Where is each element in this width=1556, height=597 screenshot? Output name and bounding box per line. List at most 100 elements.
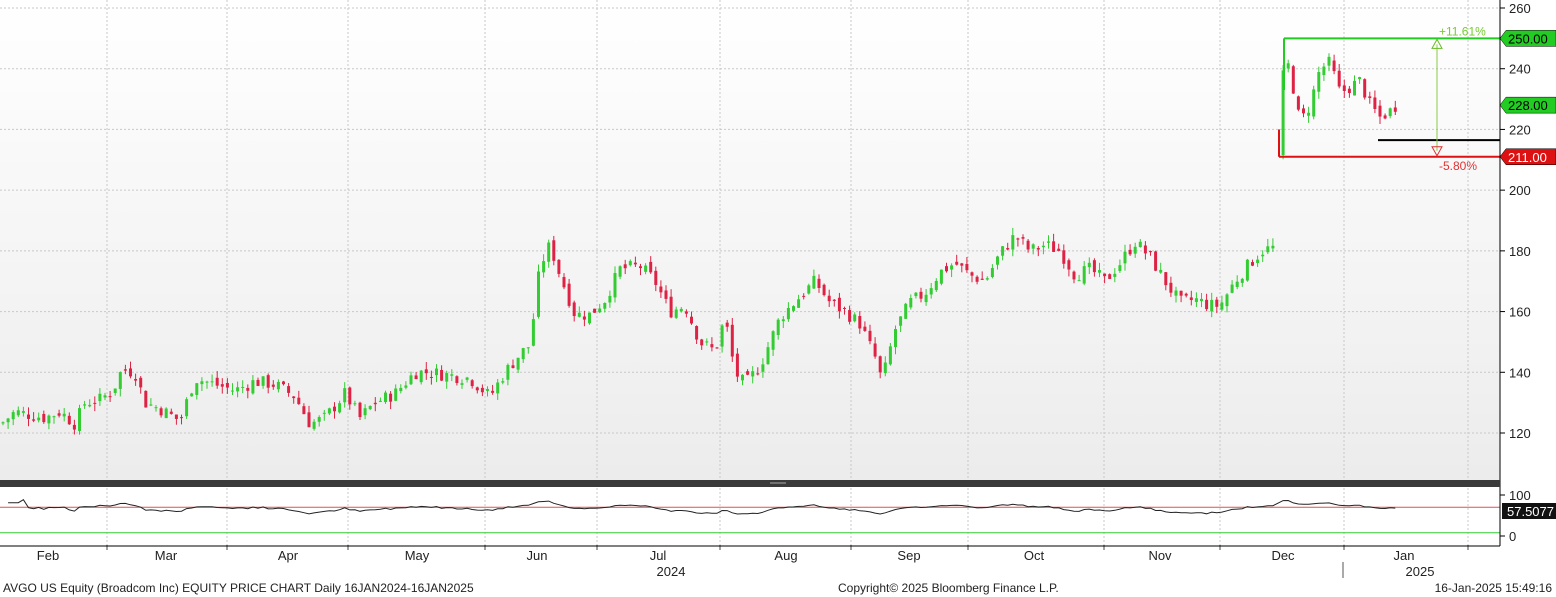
candle-body — [185, 399, 189, 417]
candle — [1077, 274, 1081, 282]
candle-body — [72, 424, 76, 430]
candle — [1108, 273, 1112, 280]
candles — [1, 53, 1397, 435]
candle-body — [756, 373, 760, 375]
candle-body — [1281, 70, 1285, 156]
candle — [1215, 296, 1219, 314]
candle-body — [384, 392, 387, 403]
candle — [445, 370, 449, 389]
candle-body — [139, 377, 143, 388]
candle — [327, 407, 331, 416]
candle — [735, 348, 739, 382]
candle — [639, 263, 642, 276]
candle-body — [276, 381, 280, 390]
candle — [6, 417, 10, 429]
y-tick-label: 180 — [1509, 244, 1531, 259]
candle-body — [1138, 241, 1142, 248]
candle-body — [292, 396, 296, 399]
candle-body — [368, 405, 372, 410]
candle-body — [205, 381, 209, 383]
candle-body — [445, 373, 449, 382]
candle — [888, 342, 892, 366]
down-arrow-icon — [1431, 146, 1443, 157]
x-month-label: Aug — [774, 548, 797, 563]
candle-body — [516, 357, 520, 370]
candle-body — [1307, 112, 1311, 116]
target-low-tag-text: 211.00 — [1508, 150, 1547, 165]
candle-body — [613, 273, 617, 298]
candle — [113, 388, 117, 396]
candle-body — [868, 330, 872, 342]
current-price-tag-text: 228.00 — [1508, 98, 1548, 113]
candle-body — [1251, 262, 1254, 266]
candle — [251, 375, 255, 395]
candle — [649, 256, 653, 274]
candle — [1291, 64, 1295, 94]
candle-body — [797, 299, 801, 308]
candle — [174, 414, 178, 425]
candle-body — [705, 341, 709, 343]
candle — [914, 292, 918, 299]
candle-body — [470, 380, 474, 387]
candle-body — [21, 411, 25, 413]
rsi-y-tick-label: 100 — [1509, 488, 1531, 503]
candle — [939, 269, 943, 286]
candle-body — [338, 403, 342, 413]
rsi-value-text: 57.5077 — [1507, 504, 1554, 519]
candle-body — [210, 381, 214, 383]
candle — [358, 401, 362, 421]
candle-body — [363, 408, 367, 416]
candle — [542, 254, 546, 278]
candle-body — [78, 408, 81, 431]
candle-body — [577, 312, 581, 317]
candle-body — [1052, 241, 1056, 252]
candle — [1220, 295, 1224, 312]
candle-body — [1082, 266, 1086, 284]
candle-body — [741, 374, 744, 381]
candle — [210, 374, 214, 387]
candle-body — [123, 369, 127, 371]
candle-body — [297, 397, 301, 405]
candle-body — [858, 316, 862, 329]
candle — [154, 405, 158, 412]
candle-body — [307, 412, 311, 428]
candle-body — [409, 375, 413, 385]
x-month-label: Oct — [1024, 548, 1045, 563]
candle-body — [1036, 248, 1040, 250]
candle — [404, 381, 408, 390]
candle — [1251, 259, 1254, 267]
candle — [1307, 106, 1311, 123]
candle — [1128, 244, 1132, 256]
candle-body — [792, 306, 795, 311]
candle — [700, 338, 704, 350]
candle — [1184, 292, 1188, 298]
candle-body — [552, 240, 556, 261]
candle — [878, 355, 882, 379]
candle — [985, 276, 989, 281]
candle-body — [333, 406, 336, 412]
footer-copyright: Copyright© 2025 Bloomberg Finance L.P. — [838, 581, 1059, 595]
candle — [399, 384, 403, 394]
candle-body — [1133, 246, 1137, 254]
candle — [1087, 257, 1091, 275]
candle-body — [1378, 105, 1382, 117]
candle — [276, 379, 280, 393]
candle-body — [766, 347, 770, 365]
candle — [1067, 258, 1071, 277]
candle — [180, 414, 183, 425]
candle — [756, 367, 760, 376]
candle-body — [190, 393, 194, 397]
candle-body — [134, 378, 138, 381]
candle-body — [598, 308, 602, 313]
candle-body — [231, 390, 234, 392]
candle — [577, 306, 581, 318]
candle-body — [909, 297, 913, 308]
candle — [139, 376, 143, 394]
candle-body — [853, 314, 857, 322]
candle-body — [1154, 251, 1158, 271]
candle — [873, 337, 877, 359]
candle — [1026, 239, 1030, 253]
candle-body — [1041, 245, 1045, 248]
candle — [1169, 276, 1173, 297]
candle — [1271, 238, 1275, 252]
